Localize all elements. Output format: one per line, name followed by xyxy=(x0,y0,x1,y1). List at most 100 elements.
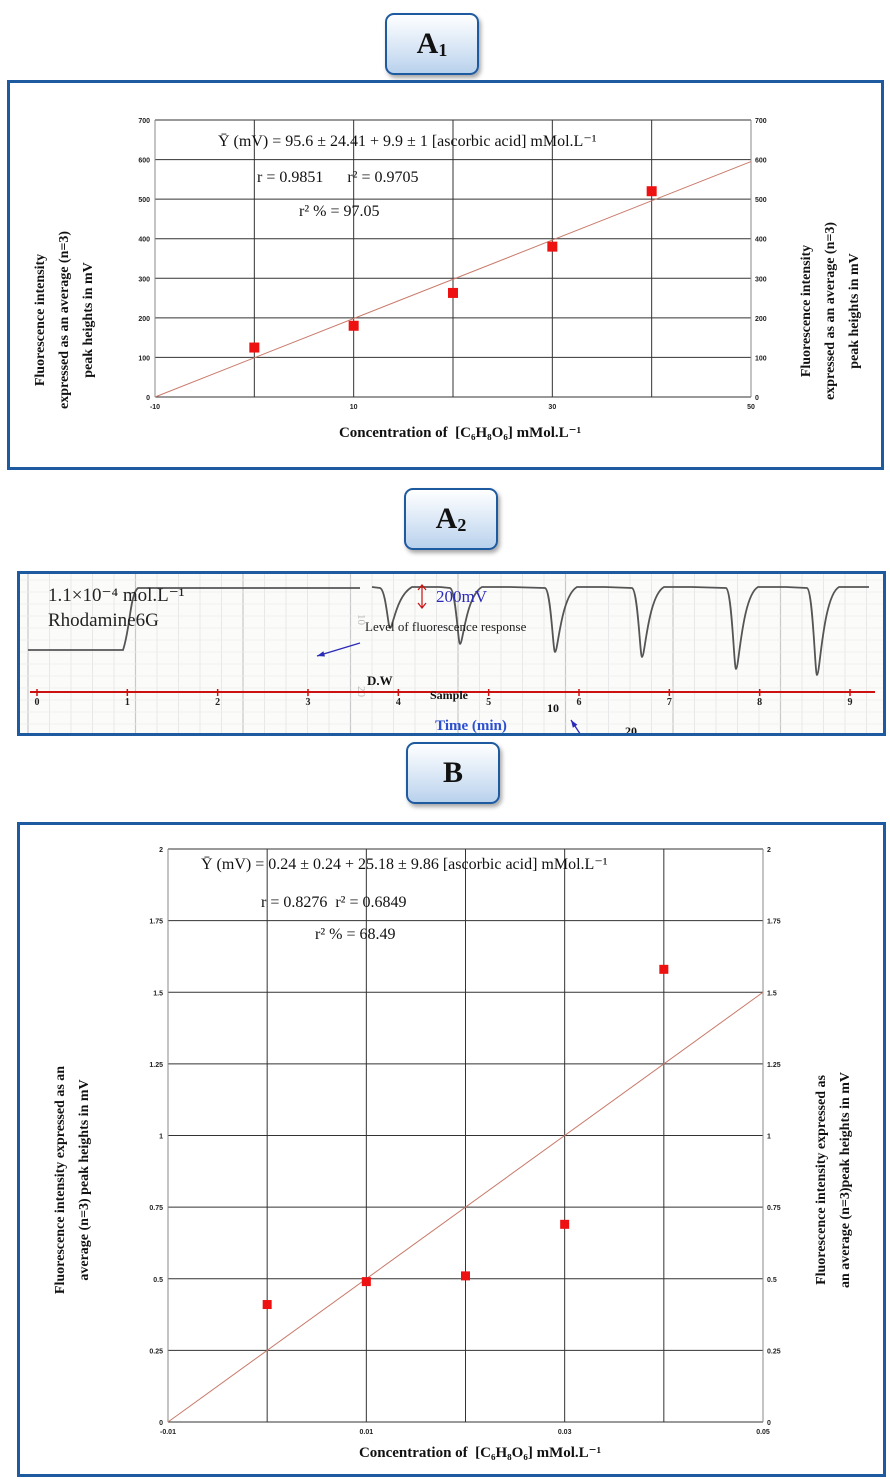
b-ytick-left: 0.25 xyxy=(149,1348,163,1355)
b-ylabel-right-2: an average (n=3)peak heights in mV xyxy=(838,1072,853,1288)
b-ylabel-left-2: average (n=3) peak heights in mV xyxy=(77,1079,92,1280)
a1-ytick-right: 400 xyxy=(755,237,767,244)
a2-time-tick-label: 6 xyxy=(577,697,582,708)
a1-ytick-left: 400 xyxy=(138,237,150,244)
a2-time-tick-label: 4 xyxy=(396,697,401,708)
a2-time-tick-label: 9 xyxy=(848,697,853,708)
a1-ytick-right: 300 xyxy=(755,276,767,283)
a2-title-concentration: 1.1×10⁻⁴ mol.L⁻¹ xyxy=(48,585,185,606)
b-ytick-right: 0 xyxy=(767,1420,771,1427)
a1-ytick-left: 500 xyxy=(138,197,150,204)
b-ylabel-left-1: Fluorescence intensity expressed as an xyxy=(53,1066,68,1294)
a2-title-dye: Rhodamine6G xyxy=(48,610,159,631)
a1-ylabel-left-2: expressed as an average (n=3) xyxy=(57,231,72,409)
b-data-point xyxy=(560,1219,570,1229)
b-ytick-left: 1.5 xyxy=(153,990,163,997)
a2-trace-baseline-step xyxy=(28,587,360,651)
a1-ytick-right: 100 xyxy=(755,355,767,362)
a1-r-values: r = 0.9851 r² = 0.9705 xyxy=(257,169,419,186)
a1-fit-line xyxy=(154,161,752,398)
a2-time-tick-label: 0 xyxy=(35,697,40,708)
panel-a1: 0 0 100 100 200 200 300 300 400 400 500 500 600 600 70… xyxy=(7,80,884,470)
a1-ytick-right: 600 xyxy=(755,158,767,165)
a1-xlabel: Concentration of [C₆H₈O₆] mMol.L⁻¹ xyxy=(339,425,581,441)
b-fit-line xyxy=(167,991,764,1423)
a1-ylabel-right-1: Fluorescence intensity xyxy=(799,245,814,377)
b-ytick-right: 0.25 xyxy=(767,1348,781,1355)
a1-ytick-left: 700 xyxy=(138,118,150,125)
a1-ylabel-right-3: peak heights in mV xyxy=(847,253,862,369)
a2-sample-label: Sample xyxy=(430,688,469,702)
b-ytick-left: 2 xyxy=(159,847,163,854)
b-r2-percent: r² % = 68.49 xyxy=(315,926,395,943)
b-ytick-left: 0 xyxy=(159,1420,163,1427)
b-r-values: r = 0.8276 r² = 0.6849 xyxy=(261,894,407,911)
a2-arrow-fluor-level-head xyxy=(317,651,325,657)
a2-trace-peaks xyxy=(371,586,869,676)
a2-paper-mark-10: 10 xyxy=(355,614,367,626)
b-data-point xyxy=(361,1277,371,1287)
chart-a1-svg: 0 0 100 100 200 200 300 300 400 400 500 500 600 600 70… xyxy=(33,118,862,441)
b-ytick-right: 1.5 xyxy=(767,990,777,997)
a1-data-point xyxy=(249,342,260,353)
a1-r2-percent: r² % = 97.05 xyxy=(299,203,379,220)
a2-time-tick-label: 7 xyxy=(667,697,672,708)
a1-equation: Ȳ (mV) = 95.6 ± 24.41 + 9.9 ± 1 [ascorbi… xyxy=(218,133,597,150)
a2-dw-peak-label: D.W xyxy=(367,673,393,688)
badge-a1-main: A xyxy=(416,27,439,60)
a1-ytick-left: 300 xyxy=(138,276,150,283)
a2-xlabel: Time (min) xyxy=(435,718,507,733)
b-data-point xyxy=(659,964,669,974)
b-data-point xyxy=(461,1271,470,1281)
a1-ytick-left: 600 xyxy=(138,158,150,165)
a2-peak-label-10: 10 xyxy=(547,701,559,715)
a1-ytick-left: 0 xyxy=(146,395,150,402)
badge-a2-main: A xyxy=(435,502,458,535)
b-equation: Ȳ (mV) = 0.24 ± 0.24 + 25.18 ± 9.86 [asc… xyxy=(201,856,608,873)
b-ytick-right: 0.5 xyxy=(767,1277,777,1284)
badge-b-main: B xyxy=(442,756,463,789)
b-ytick-right: 1.25 xyxy=(767,1062,781,1069)
panel-b: 0 0 0.25 0.25 0.5 0.5 0.75 0.75 1 1 1.25 1.25 1.5 1.5… xyxy=(17,822,886,1477)
a2-scale-label: 200mV xyxy=(436,587,488,606)
a2-time-tick-label: 1 xyxy=(125,697,130,708)
a1-data-point xyxy=(448,287,458,298)
a2-fluor-level-label: Level of fluorescence response xyxy=(365,619,527,634)
a1-ylabel-right-2: expressed as an average (n=3) xyxy=(823,222,838,400)
b-xtick: 0.05 xyxy=(756,1429,770,1436)
b-ytick-right: 0.75 xyxy=(767,1205,781,1212)
a1-ytick-right: 0 xyxy=(755,395,759,402)
a2-time-tick-label: 8 xyxy=(757,697,762,708)
a2-peak-label-20: 20 xyxy=(625,724,637,733)
a1-xtick: 10 xyxy=(350,404,358,411)
b-ylabel-right-1: Fluorescence intensity expressed as xyxy=(814,1075,829,1285)
a1-data-point xyxy=(547,241,558,252)
chart-b-svg: 0 0 0.25 0.25 0.5 0.5 0.75 0.75 1 1 1.25 1.25 1.5 1.5… xyxy=(53,847,853,1461)
a1-ylabel-left-3: peak heights in mV xyxy=(81,262,96,378)
b-ytick-left: 0.75 xyxy=(149,1205,163,1212)
a1-ytick-right: 200 xyxy=(755,316,767,323)
b-xtick: 0.03 xyxy=(558,1429,572,1436)
a1-xtick: -10 xyxy=(150,404,160,411)
a2-time-tick-label: 3 xyxy=(306,697,311,708)
badge-a1-sub: 1 xyxy=(438,39,448,60)
a1-xtick: 30 xyxy=(548,404,556,411)
b-ytick-left: 1 xyxy=(159,1134,163,1141)
a2-scale-bar-arrows xyxy=(417,584,427,609)
a1-ytick-left: 100 xyxy=(138,355,150,362)
a2-arrow-peak-10-head xyxy=(571,720,578,728)
a1-xtick: 50 xyxy=(747,404,755,411)
a2-time-tick-label: 5 xyxy=(486,697,491,708)
badge-a2-sub: 2 xyxy=(457,514,467,535)
b-data-point xyxy=(262,1300,272,1310)
b-xtick: -0.01 xyxy=(160,1429,176,1436)
a1-data-point xyxy=(646,186,657,197)
b-ytick-left: 1.25 xyxy=(149,1062,163,1069)
a1-ytick-left: 200 xyxy=(138,316,150,323)
b-ytick-right: 1 xyxy=(767,1134,771,1141)
a1-ytick-right: 700 xyxy=(755,118,767,125)
b-ytick-left: 1.75 xyxy=(149,919,163,926)
